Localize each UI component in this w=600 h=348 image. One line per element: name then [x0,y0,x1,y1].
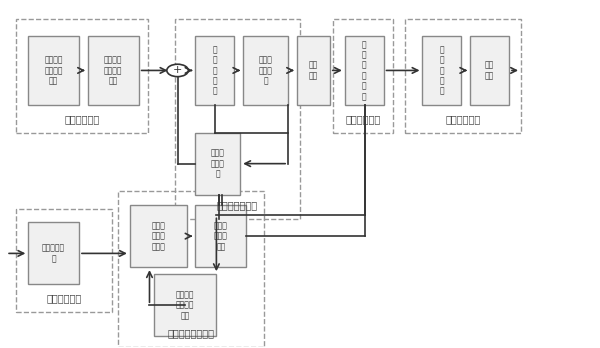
FancyBboxPatch shape [130,205,187,267]
Text: 反馈矩
阵计算
单元: 反馈矩 阵计算 单元 [214,221,228,251]
Text: 接收均衡
矩阵计算
单元: 接收均衡 矩阵计算 单元 [176,290,194,320]
Text: 反馈预
处理单
元: 反馈预 处理单 元 [211,149,225,179]
FancyBboxPatch shape [470,36,509,105]
FancyBboxPatch shape [28,36,79,105]
Text: 预编码
矩阵计
算单元: 预编码 矩阵计 算单元 [151,221,165,251]
Text: 信道估计模块: 信道估计模块 [46,293,82,303]
Text: 模
操
作
单
元: 模 操 作 单 元 [212,45,217,96]
Text: 接
收
均
衡
单
元: 接 收 均 衡 单 元 [362,40,367,101]
FancyBboxPatch shape [345,36,383,105]
FancyBboxPatch shape [88,36,139,105]
FancyBboxPatch shape [422,36,461,105]
Text: 预编码
处理单
元: 预编码 处理单 元 [259,56,272,85]
Text: 信号解调模块: 信号解调模块 [445,114,481,124]
Text: 解调
单元: 解调 单元 [485,61,494,80]
Text: 二进制信
息源产生
单元: 二进制信 息源产生 单元 [44,56,63,85]
FancyBboxPatch shape [243,36,288,105]
Text: 数字调制
信号产生
单元: 数字调制 信号产生 单元 [104,56,122,85]
FancyBboxPatch shape [154,274,217,336]
FancyBboxPatch shape [196,205,246,267]
Text: 发射预编码模块: 发射预编码模块 [217,200,258,210]
Text: 收发矩阵计算模块: 收发矩阵计算模块 [167,328,215,338]
Text: 接收均衡模块: 接收均衡模块 [345,114,380,124]
Text: 无线
信道: 无线 信道 [309,61,318,80]
Text: 信道估计单
元: 信道估计单 元 [42,244,65,263]
FancyBboxPatch shape [196,36,235,105]
Text: 模
操
作
单
元: 模 操 作 单 元 [440,45,444,96]
FancyBboxPatch shape [297,36,330,105]
FancyBboxPatch shape [196,133,240,195]
Text: 信号产生模块: 信号产生模块 [64,114,100,124]
Text: +: + [173,65,182,76]
FancyBboxPatch shape [28,222,79,284]
Circle shape [167,64,188,77]
